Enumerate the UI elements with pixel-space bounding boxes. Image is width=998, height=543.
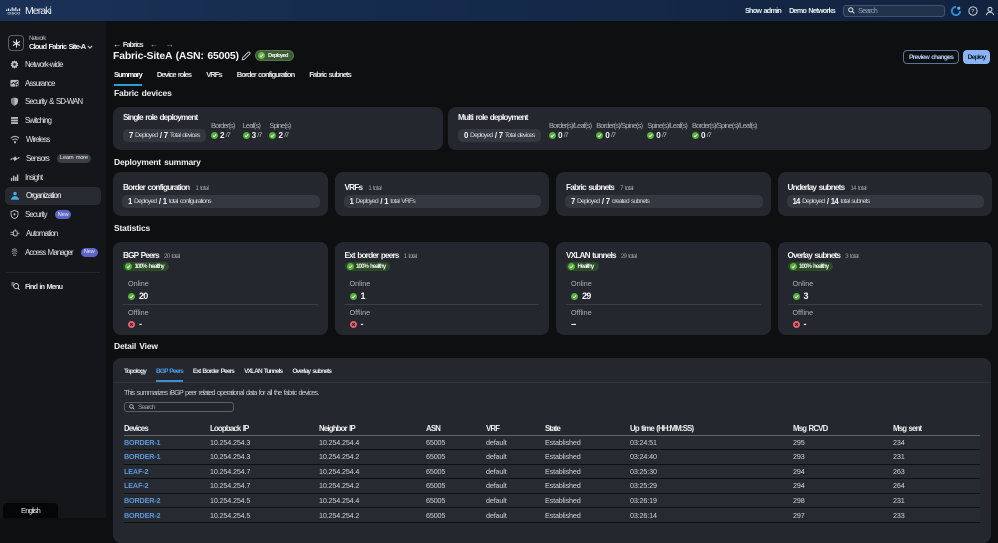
svg-text:CISCO: CISCO	[7, 11, 20, 14]
svg-text:?: ?	[971, 9, 975, 15]
